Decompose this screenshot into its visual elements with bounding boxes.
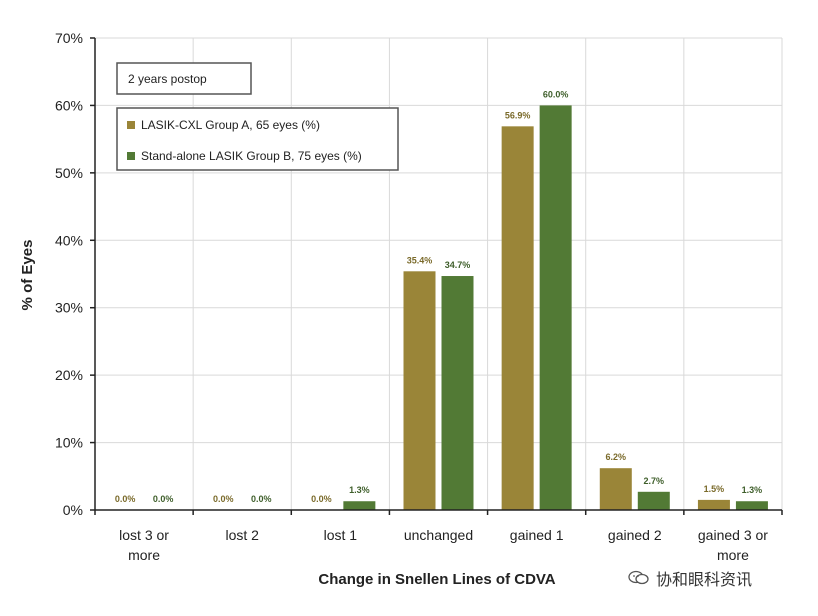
x-tick-label: gained 2 (608, 527, 662, 543)
data-label: 2.7% (644, 476, 665, 486)
x-tick-label: lost 3 or more (119, 527, 169, 563)
x-tick-label: gained 3 or more (698, 527, 768, 563)
y-tick-labels: 0% 10% 20% 30% 40% 50% 60% 70% (55, 30, 83, 518)
data-label: 1.3% (742, 485, 763, 495)
x-tick-label: gained 1 (510, 527, 564, 543)
gridlines (95, 37, 783, 510)
x-tick-label-line: more (717, 547, 749, 563)
y-tick-label: 30% (55, 300, 83, 316)
bar-series-a (697, 499, 730, 510)
annotation-text: 2 years postop (128, 72, 207, 86)
data-label: 56.9% (505, 110, 531, 120)
y-tick-label: 70% (55, 30, 83, 46)
data-label: 0.0% (153, 494, 174, 504)
bar-series-a (599, 468, 632, 510)
y-tick-label: 40% (55, 232, 83, 248)
data-label: 1.5% (704, 484, 725, 494)
axes (90, 37, 783, 515)
x-tick-label-line: unchanged (404, 527, 473, 543)
bar-series-b (735, 501, 768, 510)
bar-series-b (343, 501, 376, 510)
bars (343, 105, 768, 511)
data-labels: 0.0% 0.0% 0.0% 35.4% 56.9% 6.2% 1.5% 0.0% 0.0% 1.… (115, 89, 762, 504)
data-label: 0.0% (115, 494, 136, 504)
annotation-box: 2 years postop (116, 62, 252, 95)
x-tick-label: lost 2 (225, 527, 259, 543)
x-axis-title: Change in Snellen Lines of CDVA (318, 571, 555, 588)
x-tick-label: unchanged (404, 527, 473, 543)
y-tick-label: 10% (55, 435, 83, 451)
bar-series-a (403, 271, 436, 510)
y-tick-label: 20% (55, 367, 83, 383)
y-axis-title: % of Eyes (19, 240, 36, 311)
data-label: 0.0% (213, 494, 234, 504)
legend-label: LASIK-CXL Group A, 65 eyes (%) (141, 118, 320, 132)
x-tick-label: lost 1 (324, 527, 358, 543)
data-label: 35.4% (407, 255, 433, 265)
y-tick-label: 50% (55, 165, 83, 181)
bar-series-b (539, 105, 572, 510)
data-label: 60.0% (543, 89, 569, 99)
data-label: 0.0% (311, 494, 332, 504)
data-label: 0.0% (251, 494, 272, 504)
x-tick-label-line: more (128, 547, 160, 563)
bar-series-b (441, 276, 474, 510)
legend: LASIK-CXL Group A, 65 eyes (%) Stand-alon… (116, 107, 399, 171)
legend-swatch (127, 121, 135, 129)
legend-label: Stand-alone LASIK Group B, 75 eyes (%) (141, 149, 362, 163)
y-tick-label: 0% (63, 502, 83, 518)
data-label: 6.2% (606, 452, 627, 462)
watermark-text: 协和眼科资讯 (656, 570, 753, 589)
x-tick-label-line: gained 2 (608, 527, 662, 543)
data-label: 34.7% (445, 260, 471, 270)
bar-series-b (637, 491, 670, 510)
watermark: 协和眼科资讯 (628, 566, 752, 590)
y-tick-label: 60% (55, 97, 83, 113)
data-label: 1.3% (349, 485, 370, 495)
x-tick-label-line: gained 3 or (698, 527, 768, 543)
x-tick-label-line: lost 2 (225, 527, 259, 543)
wechat-icon (628, 570, 649, 585)
x-tick-label-line: gained 1 (510, 527, 564, 543)
x-tick-labels: lost 3 or more lost 2 lost 1 unchanged gained… (119, 527, 768, 563)
legend-swatch (127, 152, 135, 160)
x-tick-label-line: lost 3 or (119, 527, 169, 543)
x-tick-label-line: lost 1 (324, 527, 358, 543)
bar-series-a (501, 126, 534, 511)
